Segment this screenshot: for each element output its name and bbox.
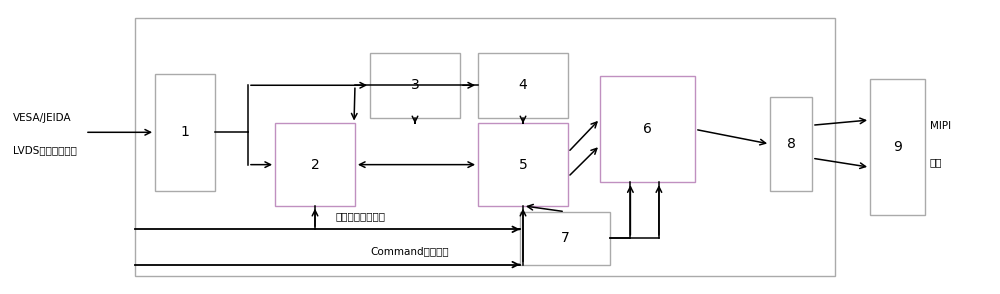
Text: 6: 6	[643, 122, 652, 136]
Text: LVDS视频信号接口: LVDS视频信号接口	[13, 145, 77, 155]
Text: Command控制接口: Command控制接口	[370, 246, 449, 256]
Text: 7: 7	[561, 231, 569, 245]
Text: 上层指令输入接口: 上层指令输入接口	[335, 211, 385, 221]
Bar	[275, 123, 355, 206]
Text: VESA/JEIDA: VESA/JEIDA	[13, 113, 72, 123]
Text: 5: 5	[519, 158, 527, 172]
Bar	[770, 97, 812, 191]
Text: 9: 9	[893, 140, 902, 154]
Bar	[370, 53, 460, 118]
Text: MIPI: MIPI	[930, 121, 951, 131]
Text: 8: 8	[787, 137, 795, 151]
Bar	[600, 76, 695, 182]
Bar	[478, 53, 568, 118]
Bar	[478, 123, 568, 206]
Bar	[870, 79, 925, 215]
Bar	[155, 74, 215, 191]
Text: 4: 4	[519, 78, 527, 92]
Text: 接口: 接口	[930, 157, 942, 167]
Bar	[135, 18, 835, 276]
Text: 2: 2	[311, 158, 319, 172]
Text: 3: 3	[411, 78, 419, 92]
Bar	[520, 212, 610, 265]
Text: 1: 1	[181, 125, 189, 139]
